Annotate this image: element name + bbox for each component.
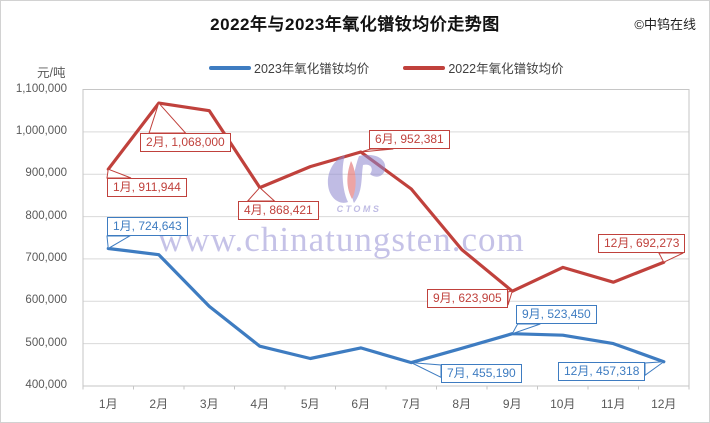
data-label-callout: 12月, 457,318	[558, 362, 646, 381]
y-axis-tick-label: 400,000	[25, 379, 67, 391]
chart-title: 2022年与2023年氧化镨钕均价走势图	[210, 15, 500, 34]
x-axis-tick-label: 3月	[199, 397, 219, 411]
data-label-callout: 7月, 455,190	[441, 364, 522, 383]
x-axis-tick-label: 6月	[351, 397, 371, 411]
data-label-callout: 9月, 623,905	[427, 289, 508, 308]
legend-item-2023: 2023年氧化镨钕均价	[209, 58, 369, 77]
y-axis-tick-label: 600,000	[25, 294, 67, 307]
data-label-callout: 2月, 1,068,000	[140, 133, 231, 152]
x-axis-tick-label: 11月	[601, 397, 626, 411]
legend-label-2022: 2022年氧化镨钕均价	[448, 62, 564, 76]
x-axis-tick-label: 7月	[401, 397, 421, 411]
legend-label-2023: 2023年氧化镨钕均价	[254, 62, 370, 76]
copyright-notice: ©中钨在线	[634, 17, 696, 32]
data-label-callout: 1月, 911,944	[107, 178, 187, 197]
legend-line-swatch-blue	[209, 65, 251, 70]
legend-line-swatch-red	[403, 65, 446, 70]
data-label-callout: 12月, 692,273	[598, 234, 686, 253]
x-axis-tick-label: 4月	[250, 397, 270, 411]
x-axis-tick-label: 2月	[149, 397, 169, 411]
y-axis-tick-label: 1,100,000	[15, 82, 67, 95]
y-axis-tick-label: 900,000	[25, 167, 67, 180]
y-axis-tick-label: 1,000,000	[15, 124, 67, 137]
legend-item-2022: 2022年氧化镨钕均价	[403, 58, 564, 77]
data-label-callout: 4月, 868,421	[238, 201, 319, 220]
data-label-callout: 1月, 724,643	[107, 217, 188, 236]
chart-legend: 2023年氧化镨钕均价 2022年氧化镨钕均价	[209, 58, 564, 77]
x-axis-tick-label: 12月	[651, 397, 677, 411]
x-axis-tick-label: 8月	[452, 397, 472, 411]
data-label-callout: 9月, 523,450	[516, 305, 597, 324]
x-axis-tick-label: 10月	[550, 397, 576, 411]
x-axis-tick-label: 1月	[98, 397, 118, 411]
y-axis-unit-label: 元/吨	[37, 66, 66, 80]
y-axis-tick-label: 800,000	[25, 209, 67, 222]
x-axis-tick-label: 9月	[502, 397, 522, 411]
data-label-callout: 6月, 952,381	[369, 130, 450, 149]
x-axis-tick-label: 5月	[300, 397, 320, 411]
y-axis-tick-label: 500,000	[25, 336, 67, 349]
y-axis-tick-label: 700,000	[25, 251, 67, 264]
